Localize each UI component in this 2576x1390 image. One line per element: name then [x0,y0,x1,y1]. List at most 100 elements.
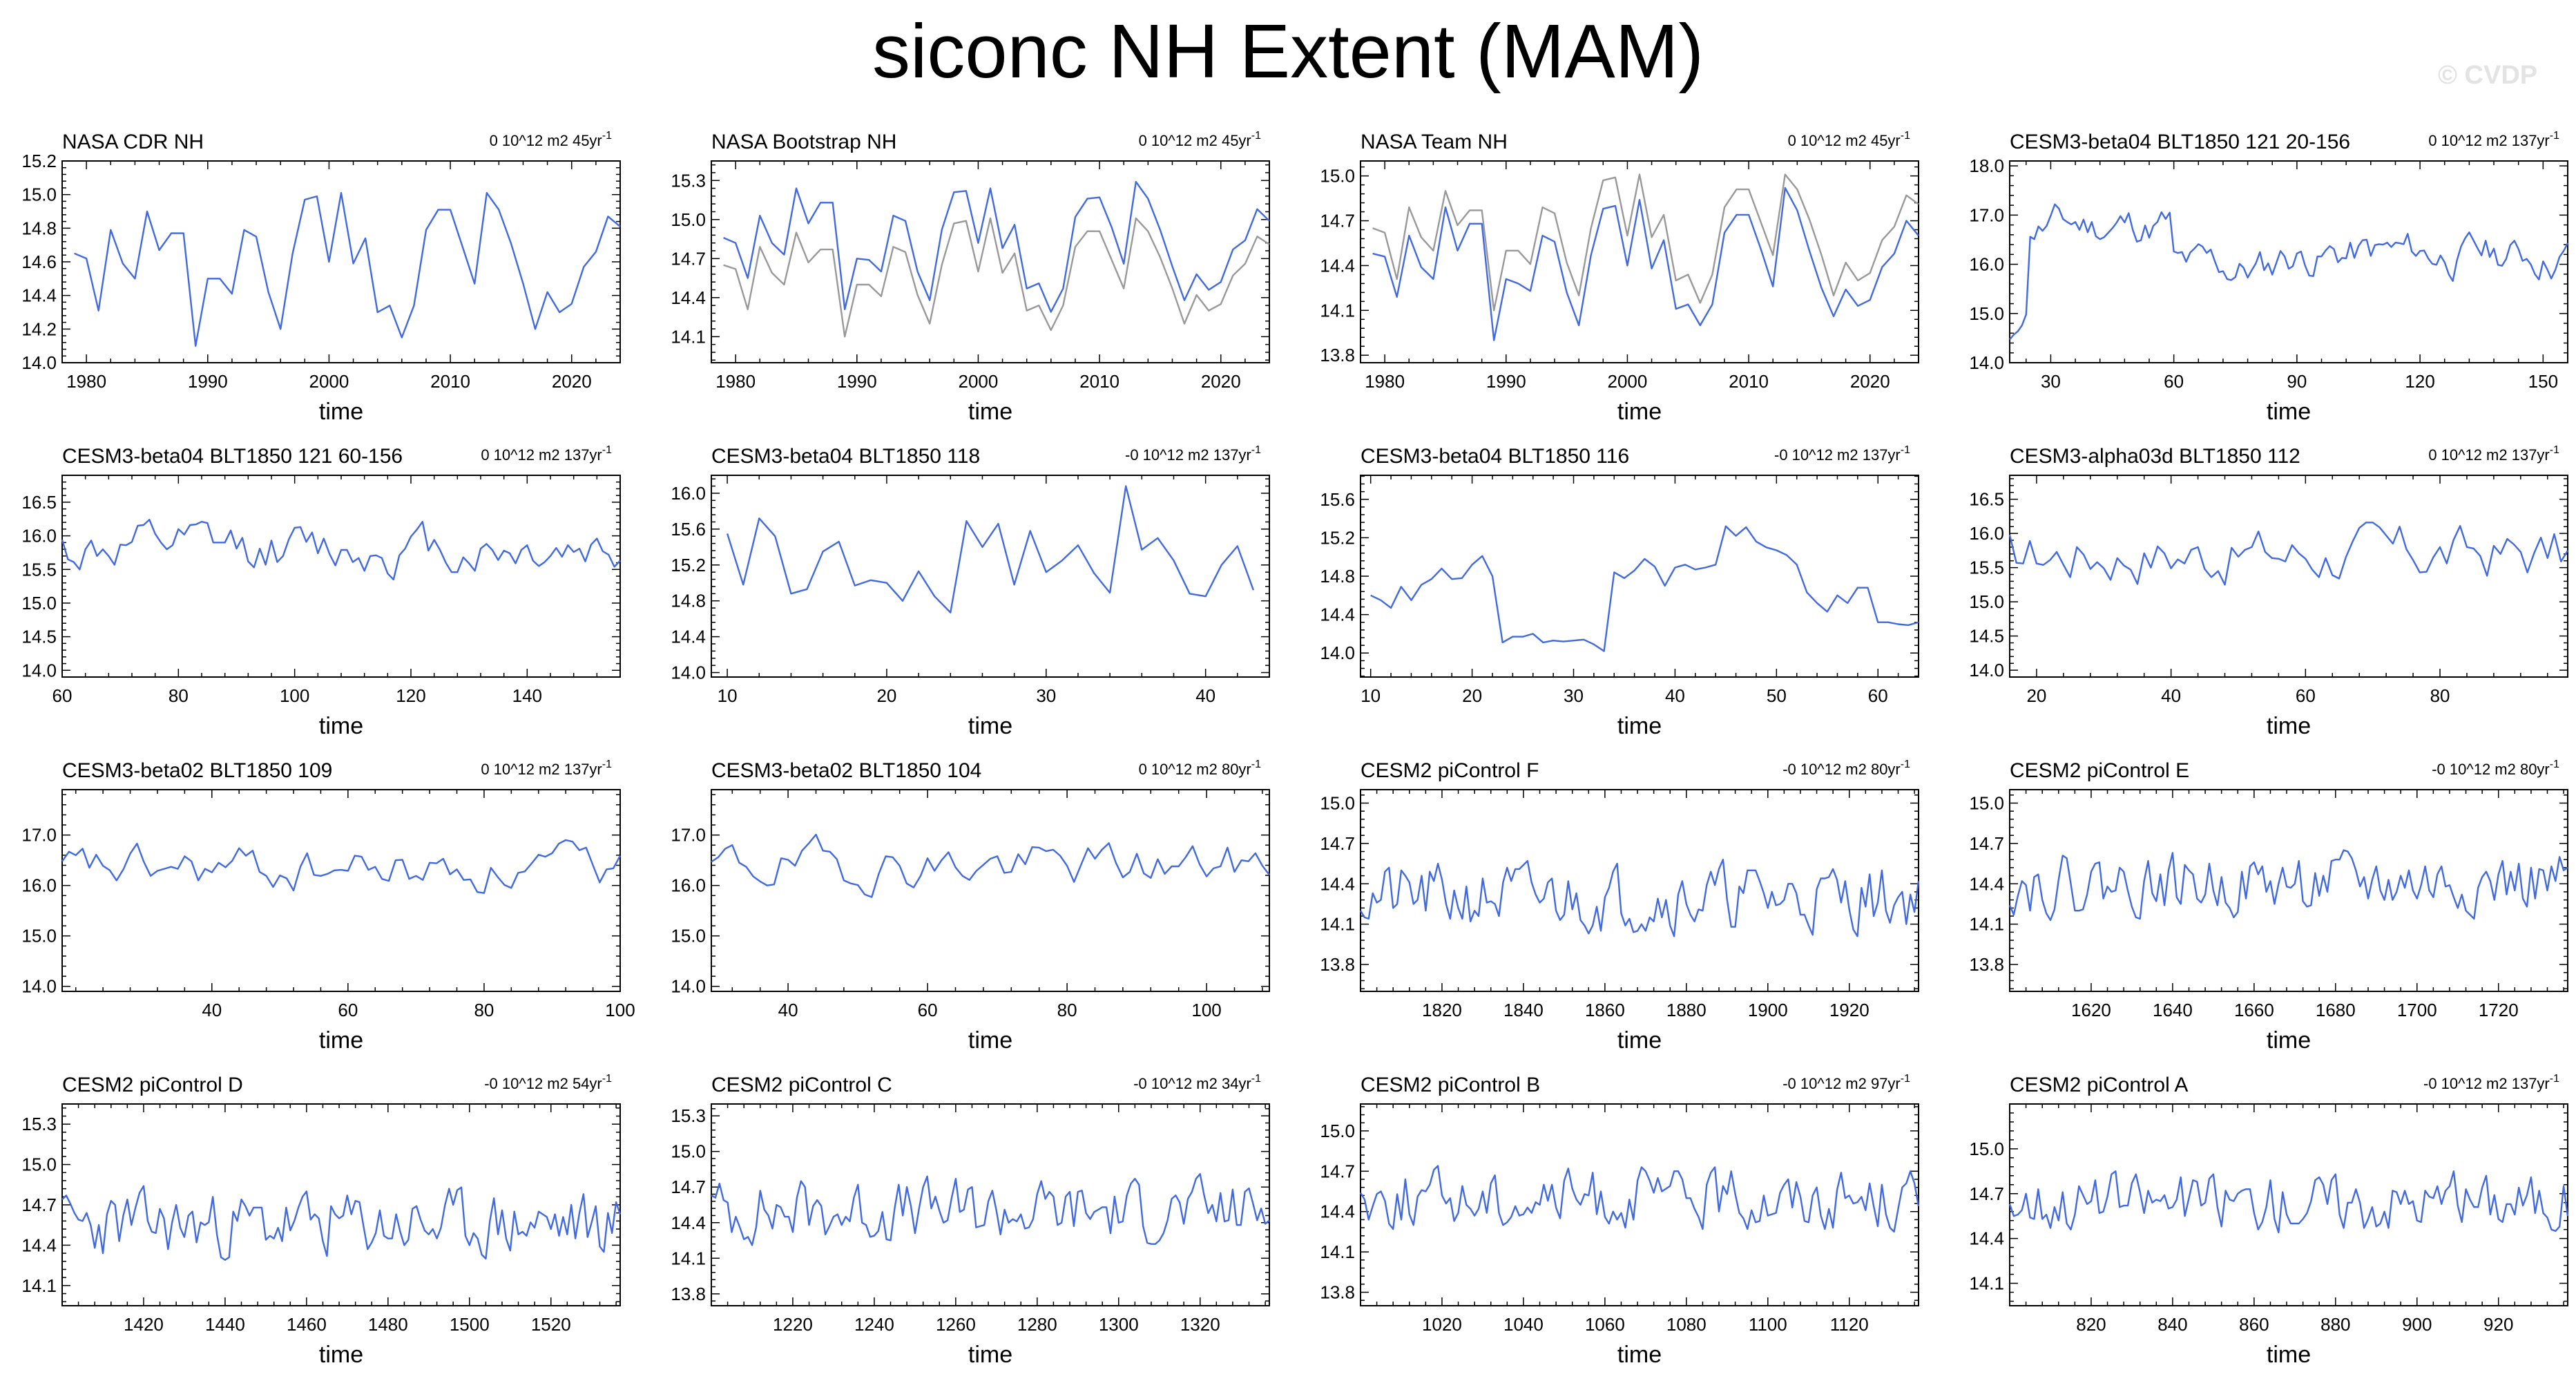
panel-title: CESM3-beta04 BLT1850 121 20-156 [2010,131,2350,153]
y-tick-label: 14.1 [1969,914,2004,935]
x-tick-label: 2010 [430,371,470,392]
trend-label: -0 10^12 m2 80yr-1 [2432,759,2559,778]
panel-15: CESM2 piControl B -0 10^12 m2 97yr-1 1020 1… [1320,1073,1920,1368]
y-tick-label: 14.4 [21,285,57,306]
plot-frame [61,789,621,992]
y-tick-label: 14.6 [21,251,57,272]
series-line [1359,858,1920,937]
x-tick-label: 1040 [1503,1314,1544,1335]
y-tick-label: 13.8 [1320,954,1355,975]
y-tick-label: 15.3 [671,1105,706,1126]
series-line [2008,849,2568,922]
y-tick-label: 14.7 [1320,833,1355,854]
plot-frame [2009,160,2568,363]
y-tick-label: 14.8 [21,218,57,238]
x-axis-label: time [1617,399,1662,425]
panel-3: NASA Team NH 0 10^12 m2 45yr-1 1980 1990 200… [1320,130,1919,425]
panel-title: CESM3-beta02 BLT1850 109 [62,759,332,782]
x-tick-label: 860 [2239,1314,2269,1335]
trend-label: 0 10^12 m2 45yr-1 [1788,130,1911,149]
y-tick-label: 14.1 [21,1275,57,1296]
x-tick-label: 1480 [368,1314,408,1335]
x-axis-label: time [1617,713,1662,739]
y-tick-label: 14.0 [21,660,57,680]
trend-label: -0 10^12 m2 137yr-1 [2423,1073,2559,1092]
x-tick-label: 60 [2164,371,2184,392]
x-tick-label: 40 [202,1000,222,1020]
y-tick-label: 15.0 [1969,792,2004,813]
x-tick-label: 140 [512,685,542,706]
y-tick-label: 16.0 [1969,254,2004,275]
plot-frame [61,160,621,363]
x-tick-label: 150 [2528,371,2558,392]
y-tick-label: 14.5 [1969,626,2004,647]
x-tick-label: 1840 [1503,1000,1544,1020]
y-tick-label: 14.2 [21,318,57,339]
series-line [2009,203,2569,341]
y-tick-label: 14.1 [1320,914,1355,935]
y-tick-label: 13.8 [671,1284,706,1304]
y-tick-label: 14.7 [671,1177,706,1197]
y-tick-label: 15.0 [1320,166,1355,187]
y-tick-label: 15.0 [1969,303,2004,324]
trend-label: 0 10^12 m2 80yr-1 [1139,759,1262,778]
plot-frame [711,160,1270,363]
y-tick-label: 15.2 [21,151,57,171]
panel-title: CESM3-beta04 BLT1850 116 [1361,445,1629,468]
panel-8: CESM3-alpha03d BLT1850 112 0 10^12 m2 137… [1969,444,2569,739]
x-tick-label: 60 [2296,685,2316,706]
series-line [61,519,621,581]
x-tick-label: 2020 [1201,371,1241,392]
y-tick-label: 14.0 [1320,642,1355,663]
plot-frame [1360,789,1919,992]
x-axis-label: time [319,1342,363,1368]
panel-16: CESM2 piControl A -0 10^12 m2 137yr-1 820 8… [1969,1073,2569,1368]
y-tick-label: 14.1 [1320,300,1355,321]
x-axis-label: time [319,399,363,425]
trend-label: 0 10^12 m2 137yr-1 [481,444,612,464]
series-line [1370,525,1919,652]
y-tick-label: 14.0 [1969,352,2004,373]
x-tick-label: 50 [1767,685,1787,706]
y-tick-label: 16.5 [1969,489,2004,510]
panel-title: CESM2 piControl F [1361,759,1539,782]
watermark: © CVDP [2438,61,2538,90]
series-line [74,192,621,347]
x-tick-label: 840 [2157,1314,2187,1335]
y-tick-label: 14.0 [21,352,57,373]
y-tick-label: 15.0 [21,184,57,205]
x-tick-label: 1900 [1748,1000,1788,1020]
panel-title: CESM2 piControl D [62,1074,243,1096]
y-tick-label: 14.1 [1969,1273,2004,1294]
y-tick-label: 14.0 [21,976,57,997]
y-tick-label: 13.8 [1320,345,1355,365]
y-tick-label: 14.8 [671,591,706,611]
x-tick-label: 1020 [1422,1314,1462,1335]
y-tick-label: 14.7 [21,1194,57,1215]
plot-frame [2009,1103,2568,1306]
x-tick-label: 1660 [2234,1000,2274,1020]
x-tick-label: 1880 [1666,1000,1707,1020]
y-tick-label: 14.7 [1969,833,2004,854]
plot-frame [1360,160,1919,363]
y-tick-label: 15.5 [1969,558,2004,578]
panel-title: CESM2 piControl B [1361,1074,1540,1096]
y-tick-label: 16.0 [21,526,57,546]
x-tick-label: 2000 [959,371,999,392]
x-tick-label: 1990 [188,371,228,392]
x-tick-label: 1440 [205,1314,245,1335]
panel-title: CESM3-beta04 BLT1850 118 [711,445,980,468]
x-tick-label: 100 [605,1000,635,1020]
panel-1: NASA CDR NH 0 10^12 m2 45yr-1 1980 1990 2000… [21,130,621,425]
x-tick-label: 60 [918,1000,938,1020]
x-tick-label: 920 [2483,1314,2513,1335]
x-tick-label: 1500 [450,1314,490,1335]
x-tick-label: 20 [1462,685,1482,706]
x-tick-label: 120 [396,685,425,706]
x-tick-label: 30 [1036,685,1056,706]
x-tick-label: 40 [1195,685,1215,706]
plot-frame [2009,475,2568,678]
x-axis-label: time [1617,1342,1662,1368]
y-tick-label: 14.1 [1320,1241,1355,1262]
x-tick-label: 60 [338,1000,358,1020]
